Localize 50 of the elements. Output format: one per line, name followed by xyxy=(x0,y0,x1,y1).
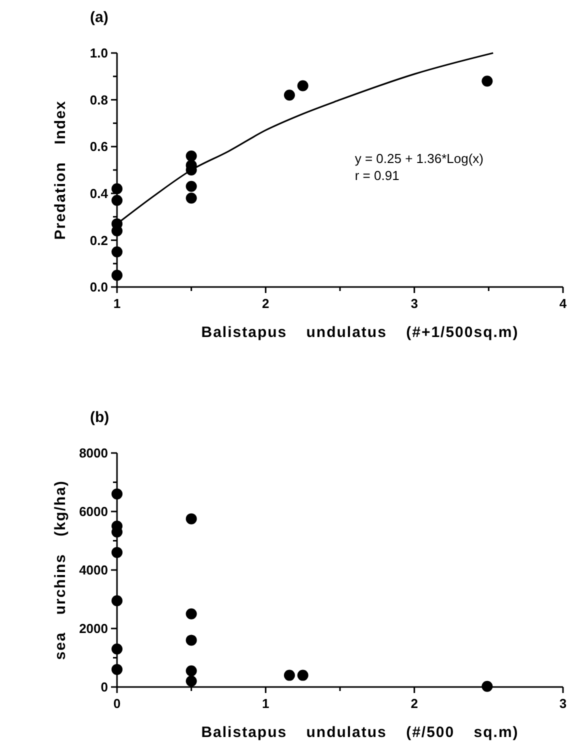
point xyxy=(112,546,122,558)
point xyxy=(482,680,493,692)
y-axis-title: sea urchins (kg/ha) xyxy=(52,480,69,660)
point xyxy=(112,595,122,606)
point xyxy=(186,513,197,524)
chart-title: (b) xyxy=(90,409,110,426)
y-tick-label: 6000 xyxy=(79,504,108,520)
y-tick-label: 0.8 xyxy=(90,92,108,108)
point xyxy=(186,665,197,676)
y-tick-label: 0.2 xyxy=(90,232,108,248)
x-tick-label: 2 xyxy=(262,296,270,311)
point xyxy=(297,80,308,92)
x-axis-title: Balistapus undulatus (#/500 sq.m) xyxy=(201,724,519,741)
x-tick-label: 1 xyxy=(262,696,270,711)
x-tick-label: 2 xyxy=(410,696,418,711)
point xyxy=(112,183,122,194)
annotation: y = 0.25 + 1.36*Log(x) xyxy=(354,151,484,166)
point xyxy=(284,670,295,681)
point xyxy=(112,270,122,281)
y-tick-label: 2000 xyxy=(79,621,108,636)
point xyxy=(186,192,197,204)
y-tick-label: 0.4 xyxy=(90,186,109,201)
point xyxy=(112,664,122,675)
point xyxy=(186,676,197,687)
x-tick-label: 0 xyxy=(113,696,121,711)
x-tick-label: 1 xyxy=(113,296,121,311)
y-tick-label: 0 xyxy=(100,680,108,695)
y-tick-label: 0.6 xyxy=(90,139,108,154)
point xyxy=(112,246,122,258)
point xyxy=(186,180,197,192)
y-axis-title: Predation Index xyxy=(52,100,69,240)
point xyxy=(186,150,197,162)
x-tick-label: 3 xyxy=(410,296,418,311)
point xyxy=(112,194,122,206)
y-tick-label: 8000 xyxy=(79,446,108,461)
y-tick-label: 1.0 xyxy=(90,46,108,61)
x-axis-title: Balistapus undulatus (#+1/500sq.m) xyxy=(201,324,519,341)
x-tick-label: 3 xyxy=(559,696,567,711)
text: 0.0 xyxy=(90,280,108,295)
y-tick-label: 4000 xyxy=(79,562,108,578)
point xyxy=(482,76,493,87)
point xyxy=(186,634,197,646)
x-tick-label: 4 xyxy=(559,296,568,311)
point xyxy=(112,643,122,654)
point xyxy=(284,90,295,101)
annotation: r = 0.91 xyxy=(354,168,400,183)
point xyxy=(297,670,308,681)
chart-title: (a) xyxy=(90,9,108,26)
point xyxy=(186,608,197,620)
point xyxy=(112,488,122,500)
